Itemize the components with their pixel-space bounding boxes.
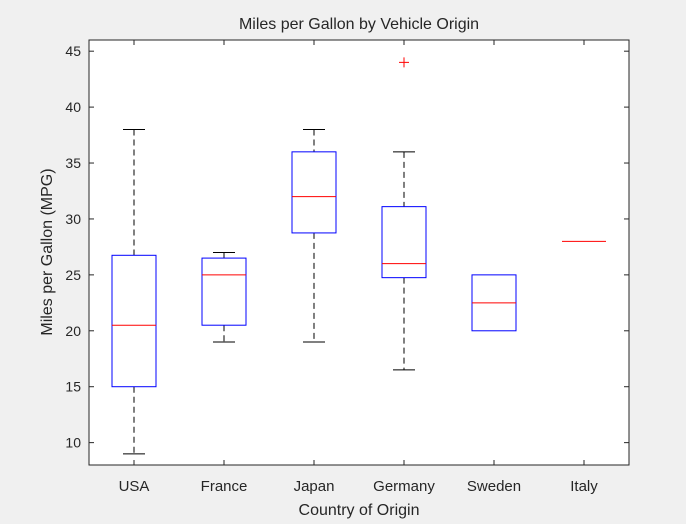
- x-axis: USA France Japan Germany Sweden Italy: [119, 40, 598, 495]
- x-tick-label-france: France: [201, 478, 248, 495]
- x-tick-label-japan: Japan: [294, 478, 335, 495]
- iqr-box-germany: [381, 206, 427, 279]
- boxplot-series: [111, 57, 606, 455]
- box-japan: [291, 128, 337, 343]
- y-tick-label-15: 15: [65, 379, 81, 395]
- x-tick-label-germany: Germany: [373, 478, 435, 495]
- box-germany: [381, 57, 427, 371]
- y-tick-label-10: 10: [65, 435, 81, 451]
- x-axis-label: Country of Origin: [299, 502, 420, 519]
- y-tick-label-45: 45: [65, 43, 81, 59]
- y-tick-label-30: 30: [65, 211, 81, 227]
- x-tick-label-usa: USA: [119, 478, 150, 495]
- y-tick-label-35: 35: [65, 155, 81, 171]
- iqr-box-france: [201, 257, 247, 326]
- chart-title: Miles per Gallon by Vehicle Origin: [239, 16, 479, 33]
- y-axis-label: Miles per Gallon (MPG): [39, 168, 56, 335]
- outlier-germany-0: [399, 57, 409, 68]
- y-axis: 10 15 20 25 30 35 40 45: [65, 43, 629, 451]
- y-tick-label-40: 40: [65, 99, 81, 115]
- box-sweden: [471, 274, 517, 332]
- box-france: [201, 252, 247, 343]
- y-tick-label-25: 25: [65, 267, 81, 283]
- y-tick-label-20: 20: [65, 323, 81, 339]
- x-tick-label-sweden: Sweden: [467, 478, 521, 495]
- plot-area: [88, 39, 630, 466]
- x-tick-label-italy: Italy: [570, 478, 598, 495]
- box-usa: [111, 128, 157, 455]
- iqr-box-japan: [291, 151, 337, 234]
- iqr-box-usa: [111, 254, 157, 388]
